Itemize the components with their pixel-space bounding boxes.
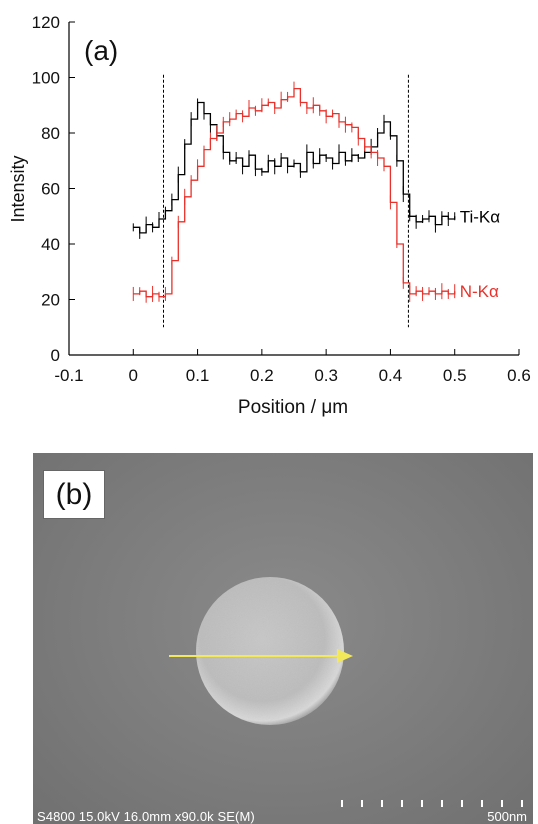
y-tick-label: 20 bbox=[41, 291, 60, 310]
x-axis-label: Position / μm bbox=[238, 397, 348, 418]
series-line-n-ka bbox=[133, 87, 456, 298]
x-tick-label: 0.5 bbox=[443, 366, 467, 385]
y-tick-label: 0 bbox=[51, 346, 60, 365]
x-tick-label: 0.4 bbox=[379, 366, 403, 385]
y-axis-label: Intensity bbox=[8, 155, 28, 222]
x-tick-label: -0.1 bbox=[54, 366, 83, 385]
y-tick-label: 120 bbox=[32, 13, 60, 32]
y-tick-label: 80 bbox=[41, 124, 60, 143]
sem-info-bar: S4800 15.0kV 16.0mm x90.0k SE(M) bbox=[37, 809, 255, 824]
sem-micrograph: (b) S4800 15.0kV 16.0mm x90.0k SE(M) 500… bbox=[33, 453, 533, 824]
x-tick-label: 0.3 bbox=[314, 366, 338, 385]
y-tick-label: 60 bbox=[41, 180, 60, 199]
scale-bar-label: 500nm bbox=[487, 809, 527, 824]
x-tick-label: 0.2 bbox=[250, 366, 274, 385]
x-tick-label: 0 bbox=[129, 366, 138, 385]
scale-bar bbox=[341, 800, 523, 807]
series-label-ti-ka: Ti-Kα bbox=[460, 207, 501, 226]
y-tick-label: 100 bbox=[32, 69, 60, 88]
series-label-n-ka: N-Kα bbox=[460, 282, 499, 301]
chart-marks: Ti-Kα N-Kα bbox=[132, 74, 501, 328]
x-tick-label: 0.6 bbox=[507, 366, 531, 385]
panel-b-label: (b) bbox=[43, 470, 105, 519]
line-scan-arrow bbox=[169, 649, 353, 663]
x-tick-label: 0.1 bbox=[186, 366, 210, 385]
panel-a-label: (a) bbox=[84, 35, 118, 66]
y-tick-label: 40 bbox=[41, 235, 60, 254]
series-line-ti-ka bbox=[133, 101, 456, 234]
